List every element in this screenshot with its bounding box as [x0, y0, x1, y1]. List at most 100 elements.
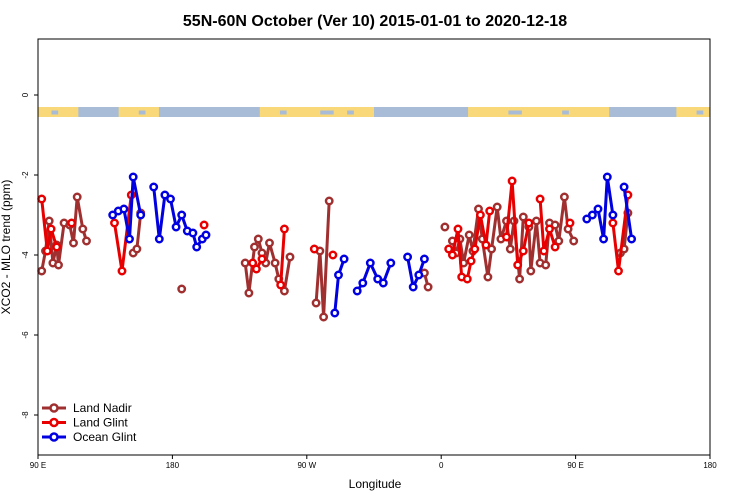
strip-ocean-2 [374, 107, 469, 117]
legend-label: Land Glint [73, 416, 128, 430]
legend-item-ocean-glint: Ocean Glint [42, 430, 137, 444]
data-point-ocean-glint [160, 190, 170, 200]
y-tick-label: 0 [21, 92, 30, 97]
data-point-ocean-glint [352, 286, 362, 296]
data-point-land-nadir [531, 216, 541, 226]
data-point-ocean-glint [330, 308, 340, 318]
legend-marker [49, 403, 59, 413]
data-point-land-nadir [559, 192, 569, 202]
data-point-land-nadir [423, 282, 433, 292]
data-point-land-glint [248, 258, 258, 268]
data-point-land-nadir [487, 244, 497, 254]
data-point-land-glint [507, 176, 517, 186]
y-tick-label: -4 [21, 251, 30, 259]
data-point-ocean-glint [599, 234, 609, 244]
data-point-land-glint [518, 246, 528, 256]
data-point-land-nadir [240, 258, 250, 268]
data-point-land-glint [453, 224, 463, 234]
legend-label: Ocean Glint [73, 430, 137, 444]
data-point-land-nadir [72, 192, 82, 202]
data-point-land-glint [199, 220, 209, 230]
data-point-land-nadir [270, 258, 280, 268]
data-point-land-nadir [78, 224, 88, 234]
plot-frame [37, 38, 711, 456]
data-point-land-glint [46, 224, 56, 234]
strip-patch-5 [508, 110, 522, 115]
data-point-land-glint [466, 256, 476, 266]
data-point-ocean-glint [136, 210, 146, 220]
data-point-land-nadir [569, 236, 579, 246]
data-point-ocean-glint [378, 278, 388, 288]
data-point-land-nadir [54, 260, 63, 270]
series-layer [37, 172, 637, 322]
series-line-ocean-glint [622, 186, 634, 240]
data-point-ocean-glint [403, 252, 413, 262]
series-ocean-glint [108, 172, 637, 318]
data-point-land-glint [67, 218, 77, 228]
legend-marker [49, 417, 59, 428]
x-tick-label: 180 [703, 461, 717, 470]
data-point-land-nadir [177, 284, 187, 294]
data-point-land-glint [535, 194, 545, 204]
x-tick-label: 90 E [567, 461, 583, 470]
data-point-land-glint [110, 218, 119, 228]
data-point-land-glint [309, 244, 319, 254]
legend-item-land-glint: Land Glint [42, 416, 128, 430]
data-point-ocean-glint [128, 172, 138, 182]
data-point-land-glint [485, 206, 495, 216]
y-tick-label: -8 [21, 411, 30, 419]
strip-ocean-1 [158, 107, 260, 117]
data-point-land-glint [539, 246, 549, 256]
data-point-land-nadir [483, 272, 493, 282]
data-point-land-nadir [492, 202, 502, 212]
x-tick-label: 90 E [30, 461, 46, 470]
strip-patch-1 [138, 110, 146, 115]
data-point-land-nadir [541, 260, 551, 270]
data-point-land-glint [52, 242, 62, 252]
data-point-ocean-glint [414, 270, 424, 280]
x-axis: 90 E 180 90 W 0 90 E 180 [30, 455, 717, 470]
data-point-land-nadir [279, 286, 289, 296]
data-point-ocean-glint [627, 234, 637, 244]
data-point-land-glint [276, 280, 286, 290]
strip-patch-7 [696, 110, 704, 115]
data-point-land-glint [257, 254, 267, 264]
strip-ocean-0 [78, 107, 119, 117]
data-point-ocean-glint [419, 254, 429, 264]
strip-patch-2 [279, 110, 287, 115]
x-axis-label: Longitude [349, 477, 402, 491]
data-point-ocean-glint [108, 210, 118, 220]
data-point-land-nadir [244, 288, 254, 298]
data-point-ocean-glint [386, 258, 396, 268]
data-point-ocean-glint [619, 182, 629, 192]
strip-patch-0 [51, 110, 59, 115]
data-point-land-nadir [44, 216, 54, 226]
data-point-land-glint [37, 194, 47, 204]
data-point-land-glint [614, 266, 623, 276]
data-point-ocean-glint [188, 228, 198, 238]
data-point-land-nadir [265, 238, 274, 248]
data-point-land-glint [42, 246, 52, 256]
data-point-land-nadir [311, 298, 321, 308]
chart-title: 55N-60N October (Ver 10) 2015-01-01 to 2… [183, 13, 567, 30]
y-tick-label: -2 [21, 171, 30, 179]
y-tick-label: -6 [21, 331, 30, 339]
data-point-land-glint [475, 210, 485, 220]
data-point-land-nadir [554, 236, 564, 246]
data-point-land-glint [550, 242, 560, 252]
data-point-ocean-glint [119, 204, 129, 214]
strip-ocean-3 [609, 107, 677, 117]
data-point-ocean-glint [602, 172, 612, 182]
data-point-land-glint [117, 266, 127, 276]
x-tick-label: 180 [166, 461, 180, 470]
data-point-land-glint [462, 274, 472, 284]
data-point-land-nadir [132, 244, 142, 254]
strip-patch-3 [320, 110, 334, 115]
series-line-ocean-glint [406, 256, 426, 289]
legend-label: Land Nadir [73, 401, 132, 415]
data-point-land-glint [502, 232, 511, 242]
data-point-land-glint [481, 240, 491, 250]
data-point-land-nadir [440, 222, 450, 232]
